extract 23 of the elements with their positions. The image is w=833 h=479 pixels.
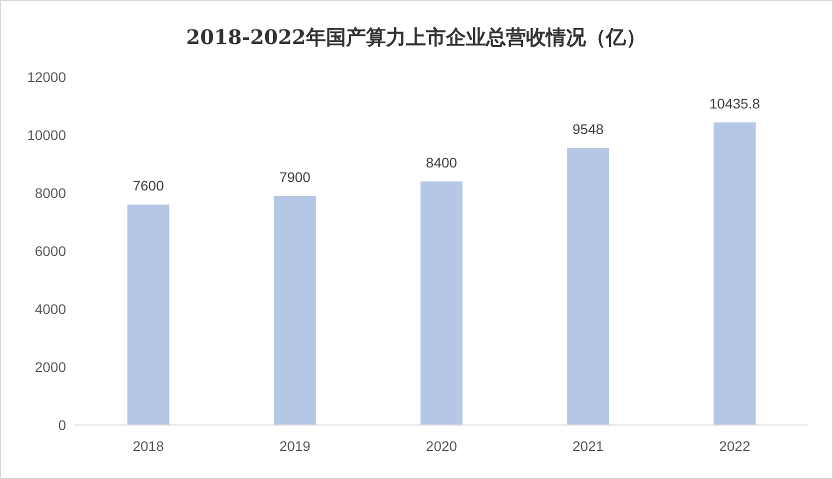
bar bbox=[420, 181, 462, 425]
chart-title: 2018-2022年国产算力上市企业总营收情况（亿） bbox=[186, 25, 646, 49]
bar bbox=[714, 122, 756, 425]
bar bbox=[127, 204, 170, 425]
y-tick-label: 8000 bbox=[34, 185, 66, 201]
bar bbox=[567, 148, 610, 425]
bar bbox=[274, 196, 316, 425]
x-tick-label: 2019 bbox=[279, 438, 311, 454]
data-label: 8400 bbox=[426, 154, 458, 170]
y-tick-label: 10000 bbox=[27, 127, 66, 143]
y-tick-label: 6000 bbox=[34, 243, 66, 259]
y-tick-label: 4000 bbox=[34, 301, 66, 317]
data-label: 10435.8 bbox=[709, 95, 760, 112]
data-label: 9548 bbox=[572, 121, 604, 138]
x-tick-label: 2018 bbox=[132, 438, 164, 454]
x-tick-label: 2022 bbox=[719, 438, 750, 454]
x-tick-label: 2021 bbox=[572, 438, 604, 454]
y-tick-label: 2000 bbox=[34, 359, 66, 375]
y-tick-label: 0 bbox=[58, 417, 66, 433]
y-tick-label: 12000 bbox=[27, 69, 66, 85]
data-label: 7900 bbox=[279, 168, 311, 185]
x-tick-label: 2020 bbox=[426, 438, 458, 454]
data-label: 7600 bbox=[132, 178, 164, 194]
